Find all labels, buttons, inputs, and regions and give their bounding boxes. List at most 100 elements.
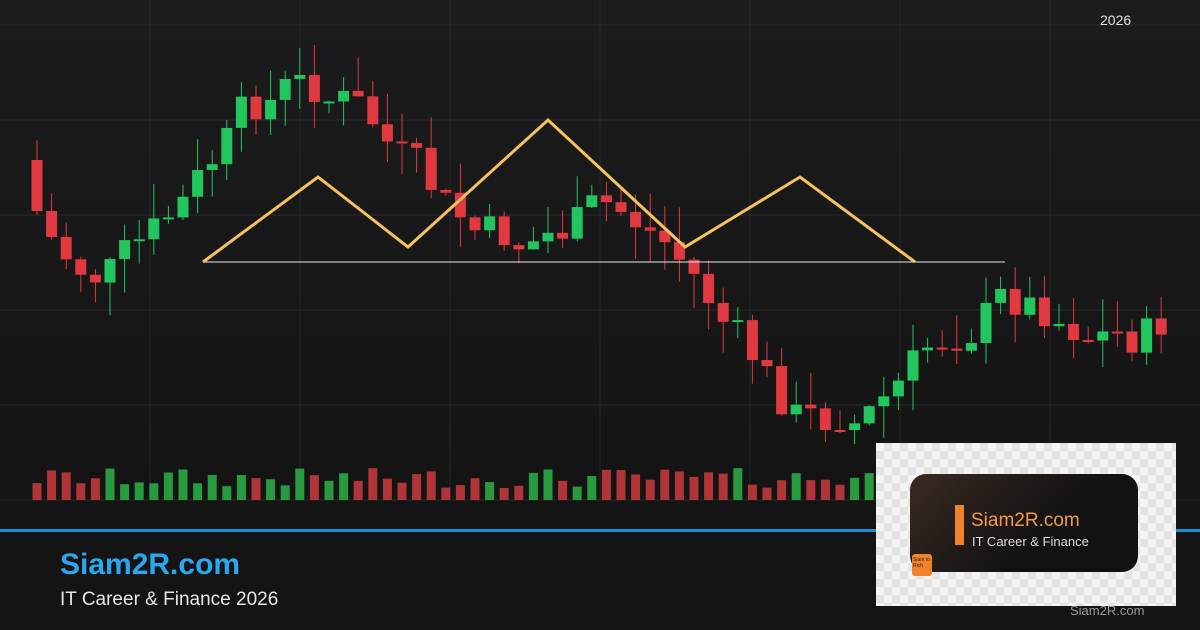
volume-bar <box>47 470 57 500</box>
volume-bar <box>777 480 787 500</box>
volume-bar <box>149 483 159 500</box>
candle-body <box>308 75 320 102</box>
candle-body <box>688 259 700 274</box>
candle-body <box>951 348 963 351</box>
candle-body <box>31 160 43 211</box>
candle-body <box>352 90 364 97</box>
candle-body <box>834 430 846 432</box>
candle-body <box>907 350 919 381</box>
candle-body <box>1155 318 1167 335</box>
candle-body <box>75 259 87 275</box>
candle-body <box>1141 318 1153 353</box>
candle-body <box>469 217 481 231</box>
volume-bar <box>90 478 100 500</box>
candle-body <box>381 124 393 142</box>
candle-body <box>192 170 204 197</box>
candle-body <box>235 96 247 128</box>
volume-bar <box>412 474 422 500</box>
candle-body <box>1038 297 1050 327</box>
candle-body <box>1082 339 1094 342</box>
candle-body <box>1111 331 1123 334</box>
candle-body <box>119 240 131 260</box>
volume-bar <box>236 475 246 500</box>
volume-bar <box>368 468 378 500</box>
watermark: Siam2R.com <box>1070 603 1145 618</box>
volume-bar <box>835 484 845 500</box>
volume-bar <box>864 473 874 500</box>
volume-bar <box>280 485 290 500</box>
volume-bar <box>689 476 699 500</box>
candle-body <box>557 232 569 239</box>
logo-panel: Siam2R.com IT Career & Finance Siam to R… <box>876 443 1176 606</box>
volume-bar <box>339 473 349 500</box>
volume-bar <box>207 474 217 500</box>
candle-body <box>892 380 904 397</box>
candle-body <box>761 360 773 367</box>
candle-body <box>1009 288 1021 315</box>
candle-body <box>922 347 934 351</box>
volume-bar <box>791 473 801 500</box>
candle-body <box>863 406 875 424</box>
volume-bar <box>295 468 305 500</box>
candle-body <box>586 195 598 208</box>
logo-card: Siam2R.com IT Career & Finance Siam to R… <box>910 474 1138 576</box>
candle-body <box>819 408 831 430</box>
volume-bar <box>441 487 451 500</box>
volume-bar <box>485 482 495 500</box>
volume-bar <box>558 480 568 500</box>
candle-body <box>849 423 861 430</box>
volume-bar <box>455 485 465 500</box>
candle-body <box>965 343 977 351</box>
volume-bar <box>134 482 144 500</box>
volume-bar <box>120 484 130 500</box>
candle-body <box>425 147 437 190</box>
candle-body <box>673 242 685 260</box>
volume-bar <box>222 486 232 500</box>
brand-title[interactable]: Siam2R.com <box>60 548 241 581</box>
candle-body <box>294 75 306 79</box>
brand-subtitle: IT Career & Finance 2026 <box>60 589 279 610</box>
candle-body <box>746 320 758 361</box>
candle-body <box>980 302 992 344</box>
candle-body <box>1068 323 1080 340</box>
volume-bar <box>543 469 553 500</box>
candle-body <box>498 216 510 246</box>
volume-bar <box>762 487 772 500</box>
candle-body <box>513 245 525 250</box>
volume-bar <box>251 478 261 500</box>
volume-bar <box>718 473 728 500</box>
volume-bar <box>499 487 509 500</box>
volume-bar <box>470 478 480 500</box>
candle-body <box>323 101 335 104</box>
volume-bar <box>193 483 203 500</box>
candle-body <box>177 196 189 218</box>
volume-bar <box>631 474 641 500</box>
volume-bar <box>426 471 436 500</box>
candle-body <box>411 143 423 148</box>
volume-bar <box>514 485 524 500</box>
candle-body <box>46 210 58 237</box>
candle-body <box>396 141 408 144</box>
candle-body <box>542 232 554 242</box>
volume-bar <box>397 482 407 500</box>
candle-body <box>162 217 174 220</box>
candle-body <box>206 164 218 171</box>
volume-bar <box>674 471 684 500</box>
volume-bar <box>178 469 188 500</box>
volume-bar <box>572 486 582 500</box>
logo-subtitle: IT Career & Finance <box>972 534 1089 549</box>
volume-bar <box>353 480 363 500</box>
candle-body <box>1126 331 1138 353</box>
candle-body <box>644 227 656 231</box>
volume-bar <box>645 479 655 500</box>
candle-body <box>600 195 612 203</box>
volume-bar <box>660 469 670 500</box>
candle-body <box>732 320 744 323</box>
candle-body <box>717 303 729 322</box>
candle-body <box>367 96 379 125</box>
candle-body <box>133 239 145 242</box>
candle-body <box>454 192 466 218</box>
candle-body <box>221 127 233 165</box>
volume-bar <box>820 479 830 500</box>
candle-body <box>936 347 948 350</box>
